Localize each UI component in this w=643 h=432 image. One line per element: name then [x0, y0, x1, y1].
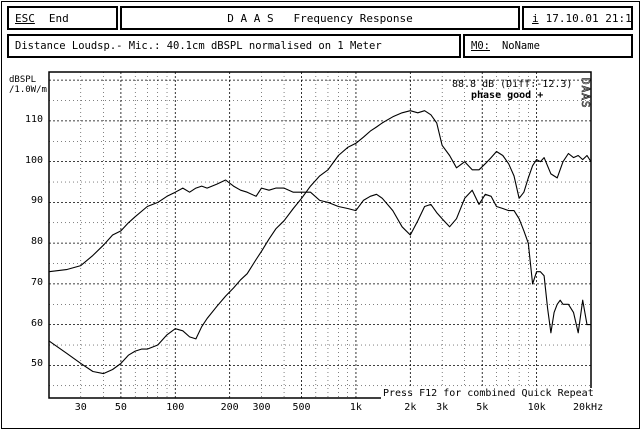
- x-tick-label: 5k: [476, 402, 489, 413]
- x-tick-label: 20kHz: [573, 402, 604, 413]
- y-axis-label-line2: /1.0W/m: [9, 85, 47, 95]
- x-tick-label: 30: [74, 402, 87, 413]
- x-tick-label: 2k: [404, 402, 417, 413]
- response-curve-1: [48, 179, 591, 334]
- esc-key-label: ESC: [15, 11, 35, 25]
- x-tick-label: 10k: [527, 402, 546, 413]
- description-box: Distance Loudsp.- Mic.: 40.1cm dBSPL nor…: [7, 34, 461, 58]
- response-curve-2: [48, 110, 592, 375]
- y-tick-label: 60: [30, 317, 43, 329]
- datetime-label: 17.10.01 21:10: [545, 11, 633, 25]
- y-axis-label: dBSPL /1.0W/m: [9, 75, 47, 95]
- end-label: End: [48, 11, 69, 25]
- x-tick-label: 50: [114, 402, 127, 413]
- y-axis-label-line1: dBSPL: [9, 75, 37, 85]
- page-title: D A A S Frequency Response: [227, 11, 413, 25]
- y-tick-label: 50: [30, 358, 43, 370]
- x-tick-label: 300: [252, 402, 271, 413]
- x-tick-label: 1k: [349, 402, 362, 413]
- watermark-text: DAAS: [579, 78, 592, 109]
- memory-box[interactable]: M0: NoName: [463, 34, 633, 58]
- x-tick-label: 500: [292, 402, 311, 413]
- footer-hint: Press F12 for combined Quick Repeat: [381, 388, 596, 399]
- info-key-label: i: [532, 11, 539, 25]
- title-bar: D A A S Frequency Response: [120, 6, 520, 30]
- memory-key-label: M0:: [471, 40, 490, 52]
- memory-value: NoName: [501, 40, 540, 52]
- y-tick-label: 70: [30, 276, 43, 288]
- y-tick-label: 90: [30, 195, 43, 207]
- diff-annotation: 88.8 dB (Diff:-12.3): [452, 79, 573, 90]
- plot-border: [48, 71, 592, 399]
- plot-area: [49, 72, 591, 398]
- x-tick-label: 200: [220, 402, 239, 413]
- curves: [48, 110, 592, 375]
- measurement-description: Distance Loudsp.- Mic.: 40.1cm dBSPL nor…: [15, 40, 382, 52]
- info-datetime-box[interactable]: i 17.10.01 21:10: [522, 6, 633, 30]
- y-tick-label: 100: [24, 154, 43, 166]
- esc-end-button[interactable]: ESC End: [7, 6, 118, 30]
- y-tick-label: 110: [24, 113, 43, 125]
- x-tick-label: 100: [166, 402, 185, 413]
- y-tick-label: 80: [30, 236, 43, 248]
- x-tick-label: 3k: [436, 402, 449, 413]
- phase-status: phase good +: [471, 90, 544, 101]
